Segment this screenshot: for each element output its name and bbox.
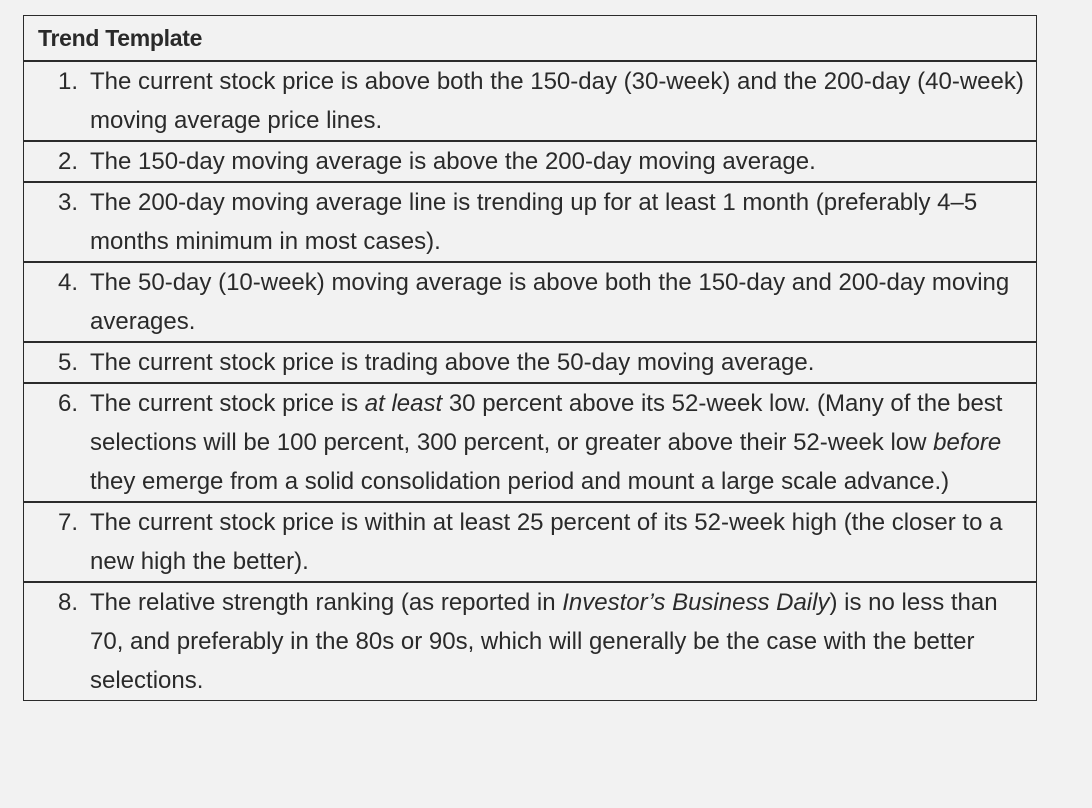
table-row: 5. The current stock price is trading abo… [24,343,1036,384]
item-text-emphasis: at least [364,390,443,417]
table-row: 4. The 50-day (10-week) moving average is… [24,263,1036,343]
item-text-segment: The current stock price is trading above… [90,349,815,376]
item-text: The 150-day moving average is above the … [78,142,1036,181]
table-row: 7. The current stock price is within at l… [24,503,1036,583]
item-number: 3. [57,189,78,216]
table-row: 1. The current stock price is above both … [24,62,1036,142]
item-text-segment: The relative strength ranking (as report… [90,589,563,616]
item-text-segment: The 50-day (10-week) moving average is a… [90,269,1010,335]
table-row: 3. The 200-day moving average line is tre… [24,183,1036,263]
trend-template-table: Trend Template 1. The current stock price… [23,15,1037,701]
table-rows: 1. The current stock price is above both … [24,62,1036,700]
item-text-segment: 30 percent above its 52-week low. (Many … [90,390,1003,456]
item-text-segment: ) is no less than 70, and preferably in … [90,589,998,694]
item-number: 4. [57,269,78,296]
item-text-emphasis: before [933,429,1002,456]
item-number: 2. [57,148,78,175]
item-number: 8. [57,589,78,616]
item-text: The 200-day moving average line is trend… [78,183,1036,261]
table-row: 6. The current stock price is at least 30… [24,384,1036,503]
item-text: The current stock price is at least 30 p… [78,384,1036,501]
item-text-emphasis: Investor’s Business Daily [562,589,830,616]
item-text: The relative strength ranking (as report… [78,583,1036,700]
item-number: 7. [57,509,78,536]
item-number: 6. [57,390,78,417]
item-text-segment: they emerge from a solid consolidation p… [90,468,950,495]
item-number: 1. [57,68,78,95]
item-text: The current stock price is above both th… [78,62,1036,140]
item-text: The 50-day (10-week) moving average is a… [78,263,1036,341]
item-text-segment: The current stock price is [90,390,365,417]
item-text: The current stock price is within at lea… [78,503,1036,581]
item-text: The current stock price is trading above… [78,343,1036,382]
item-text-segment: The 150-day moving average is above the … [90,148,816,175]
item-number: 5. [57,349,78,376]
item-text-segment: The current stock price is above both th… [90,68,1024,134]
table-row: 8. The relative strength ranking (as repo… [24,583,1036,700]
item-text-segment: The 200-day moving average line is trend… [90,189,978,255]
table-row: 2. The 150-day moving average is above th… [24,142,1036,183]
item-text-segment: The current stock price is within at lea… [90,509,1003,575]
table-title: Trend Template [24,16,1036,62]
